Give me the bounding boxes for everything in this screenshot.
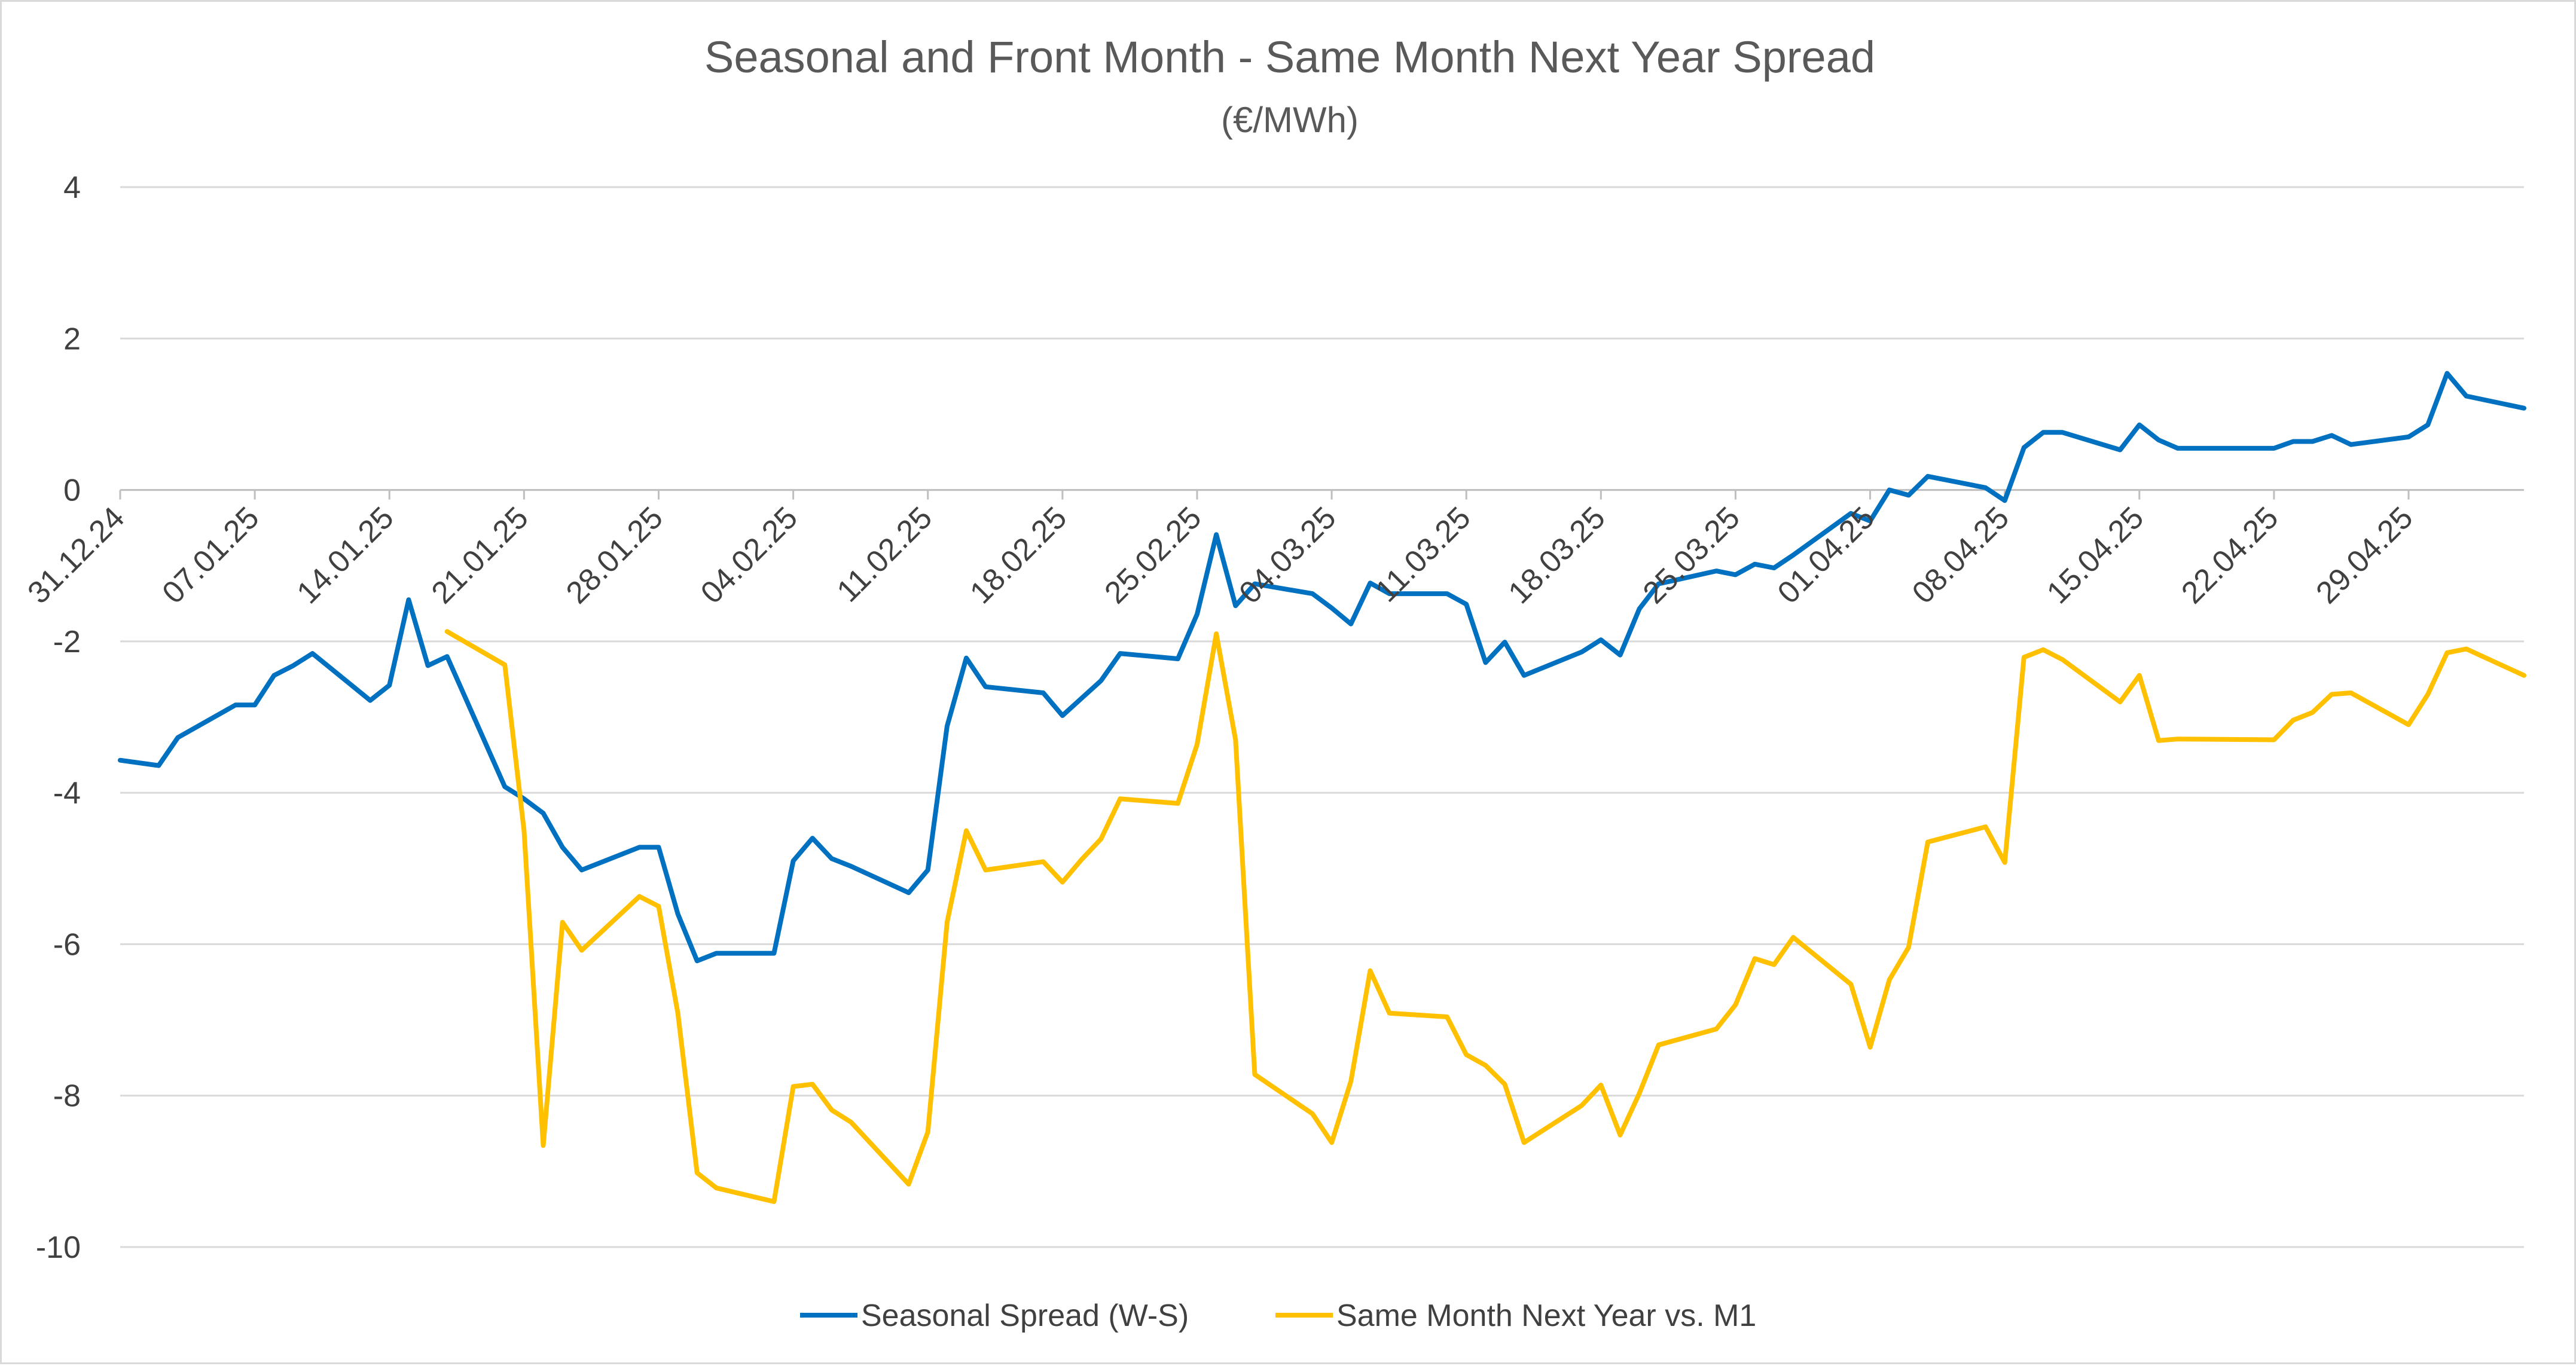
series-line-1 [118,371,2526,964]
legend: Seasonal Spread (W-S) Same Month Next Yea… [800,1298,1756,1333]
x-tick-label: 28.01.25 [560,500,670,610]
x-tick-label: 31.12.24 [21,500,131,610]
y-tick-label: 4 [63,170,81,205]
x-tick-label: 11.02.25 [831,500,939,609]
y-axis-ticks: 4 2 0 -2 -4 -6 -8 -10 [36,170,81,1265]
x-tick-label: 07.01.25 [155,500,265,610]
x-tick-label: 01.04.25 [1771,500,1881,610]
x-tick-label: 14.01.25 [291,500,401,610]
x-tick-label: 15.04.25 [2040,500,2150,610]
x-tick-label: 21.01.25 [425,500,535,610]
y-tick-label: -10 [36,1230,81,1265]
y-tick-label: 2 [63,322,81,356]
legend-label-1: Seasonal Spread (W-S) [861,1298,1189,1333]
x-tick-label: 25.02.25 [1098,500,1208,610]
x-tick-label: 08.04.25 [1906,500,2016,610]
gridlines [120,186,2524,1248]
x-tick-label: 18.03.25 [1502,500,1612,610]
legend-label-2: Same Month Next Year vs. M1 [1336,1298,1756,1333]
series-line-2 [444,629,2526,1204]
y-tick-label: -6 [53,927,81,962]
y-tick-label: -4 [53,776,81,811]
chart-title: Seasonal and Front Month - Same Month Ne… [704,32,1875,82]
x-tick-label: 18.02.25 [963,500,1073,610]
y-tick-label: 0 [63,473,81,508]
x-tick-label: 29.04.25 [2309,500,2419,610]
x-tick-label: 04.02.25 [694,500,804,610]
series-lines [118,371,2526,1204]
chart-subtitle: (€/MWh) [1221,100,1359,140]
y-tick-label: -8 [53,1079,81,1114]
x-tick-label: 22.04.25 [2175,500,2285,610]
y-tick-label: -2 [53,625,81,659]
x-tick-label: 25.03.25 [1637,500,1747,610]
x-tick-label: 04.03.25 [1232,500,1342,610]
x-axis [119,489,2524,500]
